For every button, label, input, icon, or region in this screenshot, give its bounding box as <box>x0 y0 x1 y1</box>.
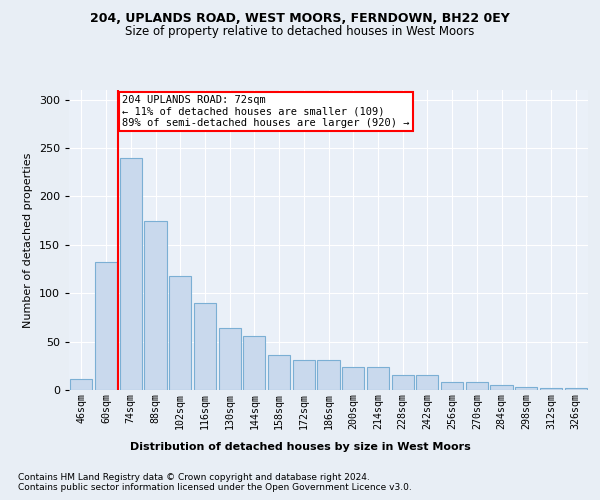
Text: Contains HM Land Registry data © Crown copyright and database right 2024.: Contains HM Land Registry data © Crown c… <box>18 472 370 482</box>
Bar <box>70 380 92 390</box>
Bar <box>95 262 117 390</box>
Bar <box>515 387 538 390</box>
Text: Size of property relative to detached houses in West Moors: Size of property relative to detached ho… <box>125 25 475 38</box>
Bar <box>540 388 562 390</box>
Bar <box>169 276 191 390</box>
Bar <box>119 158 142 390</box>
Bar <box>268 355 290 390</box>
Bar <box>243 336 265 390</box>
Bar <box>441 382 463 390</box>
Bar <box>565 388 587 390</box>
Bar <box>342 367 364 390</box>
Text: 204, UPLANDS ROAD, WEST MOORS, FERNDOWN, BH22 0EY: 204, UPLANDS ROAD, WEST MOORS, FERNDOWN,… <box>90 12 510 26</box>
Bar <box>367 367 389 390</box>
Text: 204 UPLANDS ROAD: 72sqm
← 11% of detached houses are smaller (109)
89% of semi-d: 204 UPLANDS ROAD: 72sqm ← 11% of detache… <box>122 95 410 128</box>
Text: Contains public sector information licensed under the Open Government Licence v3: Contains public sector information licen… <box>18 484 412 492</box>
Y-axis label: Number of detached properties: Number of detached properties <box>23 152 33 328</box>
Bar <box>218 328 241 390</box>
Bar <box>317 360 340 390</box>
Bar <box>416 376 439 390</box>
Bar <box>145 220 167 390</box>
Bar <box>490 385 512 390</box>
Bar <box>466 382 488 390</box>
Bar <box>392 374 414 390</box>
Bar <box>194 303 216 390</box>
Text: Distribution of detached houses by size in West Moors: Distribution of detached houses by size … <box>130 442 470 452</box>
Bar <box>293 360 315 390</box>
